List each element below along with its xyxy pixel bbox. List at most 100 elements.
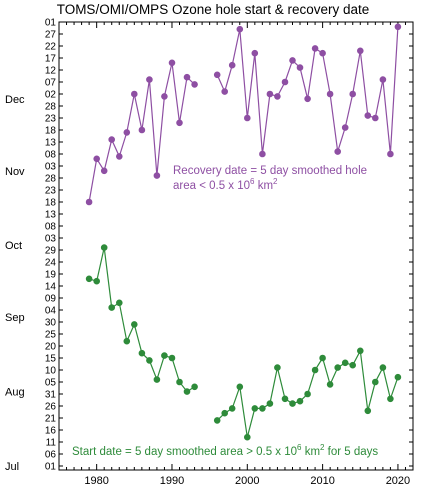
x-axis: 1980 1990 2000 2010 2020	[66, 22, 410, 487]
x-tick-label: 1980	[84, 475, 108, 487]
recovery-point	[108, 136, 115, 143]
start-point	[131, 321, 138, 328]
recovery-point	[191, 81, 198, 88]
y-tick-label: 15	[45, 354, 57, 365]
x-tick-label: 2000	[235, 475, 259, 487]
y-tick-label: 13	[45, 210, 57, 221]
start-point	[289, 400, 296, 407]
recovery-series-line	[216, 26, 399, 155]
recovery-point	[244, 114, 251, 122]
start-point	[311, 366, 319, 374]
y-tick-label: 07	[45, 78, 57, 89]
recovery-point	[123, 129, 131, 136]
series-points	[85, 23, 402, 441]
recovery-point	[274, 93, 281, 100]
start-point	[191, 383, 198, 391]
start-point	[259, 405, 266, 412]
y-tick-label: 05	[45, 378, 57, 389]
recovery-point	[326, 90, 334, 98]
recovery-point	[259, 150, 266, 158]
recovery-point	[341, 124, 349, 131]
y-tick-label: 10	[45, 366, 57, 377]
y-tick-label: 01	[45, 462, 57, 473]
start-point	[266, 400, 274, 407]
y-tick-label: 02	[45, 90, 57, 101]
recovery-annotation: Recovery date = 5 day smoothed hole area…	[173, 165, 370, 192]
start-point	[251, 405, 259, 412]
y-tick-label: 26	[45, 402, 57, 413]
y-tick-label: 24	[45, 258, 57, 269]
x-tick-label: 2010	[310, 475, 334, 487]
recovery-point	[372, 114, 379, 122]
start-point	[236, 383, 244, 391]
start-point	[274, 364, 281, 371]
recovery-point	[116, 153, 123, 160]
recovery-annotation-line1: Recovery date = 5 day smoothed hole	[173, 165, 367, 177]
start-point	[341, 359, 349, 367]
start-annotation: Start date = 5 day smoothed area > 0.5 x…	[72, 443, 378, 458]
start-point	[168, 354, 176, 362]
y-tick-label: 18	[45, 126, 57, 137]
y-tick-label: 18	[45, 198, 57, 209]
start-point	[228, 405, 236, 412]
x-tick-label: 2020	[386, 475, 410, 487]
recovery-point	[311, 45, 319, 52]
start-point	[326, 381, 334, 388]
recovery-point	[131, 90, 138, 98]
y-tick-label: 28	[45, 102, 57, 113]
start-point	[138, 349, 146, 357]
chart-title: TOMS/OMI/OMPS Ozone hole start & recover…	[57, 2, 370, 17]
recovery-point	[146, 76, 153, 83]
month-label: Aug	[5, 387, 25, 399]
y-tick-label: 19	[45, 270, 57, 281]
start-point	[357, 347, 364, 355]
recovery-point	[387, 150, 394, 158]
start-point	[176, 378, 183, 386]
recovery-point	[85, 198, 93, 206]
recovery-point	[349, 90, 357, 98]
recovery-point	[183, 73, 191, 81]
start-point	[161, 352, 168, 359]
recovery-point	[168, 59, 176, 67]
start-point	[387, 395, 394, 403]
month-labels: Jul Aug Sep Oct Nov Dec	[5, 94, 25, 473]
start-point	[123, 337, 131, 345]
y-tick-label: 27	[45, 30, 57, 41]
y-tick-label: 29	[45, 246, 57, 257]
start-point	[379, 364, 387, 371]
y-tick-label: 23	[45, 186, 57, 197]
series-lines	[88, 26, 399, 438]
x-tick-label: 1990	[160, 475, 184, 487]
y-tick-label: 25	[45, 330, 57, 341]
y-tick-label: 03	[45, 162, 57, 173]
recovery-point	[296, 64, 304, 71]
start-point	[334, 364, 342, 371]
start-point	[281, 395, 289, 403]
start-point	[153, 376, 161, 383]
month-label: Dec	[5, 94, 25, 106]
start-point	[394, 373, 402, 381]
y-tick-label: 14	[45, 282, 57, 293]
start-point	[244, 433, 251, 441]
start-point	[100, 244, 108, 251]
start-point	[304, 390, 311, 398]
y-tick-label: 12	[45, 66, 57, 77]
y-tick-label: 21	[45, 414, 57, 425]
recovery-annotation-line2: area < 0.5 x 106 km2	[173, 177, 278, 192]
recovery-point	[213, 71, 221, 79]
month-label: Sep	[5, 312, 25, 324]
recovery-point	[100, 167, 108, 175]
y-tick-label: 08	[45, 222, 57, 233]
month-label: Jul	[5, 461, 19, 473]
month-label: Nov	[5, 166, 25, 178]
start-point	[213, 417, 221, 424]
start-point	[364, 407, 372, 415]
recovery-point	[153, 172, 161, 179]
start-point	[372, 378, 379, 386]
y-axis: 0106111621263105101520253004091419242903…	[45, 18, 413, 473]
y-tick-label: 30	[45, 318, 57, 329]
y-tick-label: 22	[45, 42, 57, 53]
month-label: Oct	[5, 240, 22, 252]
start-point	[349, 361, 357, 369]
